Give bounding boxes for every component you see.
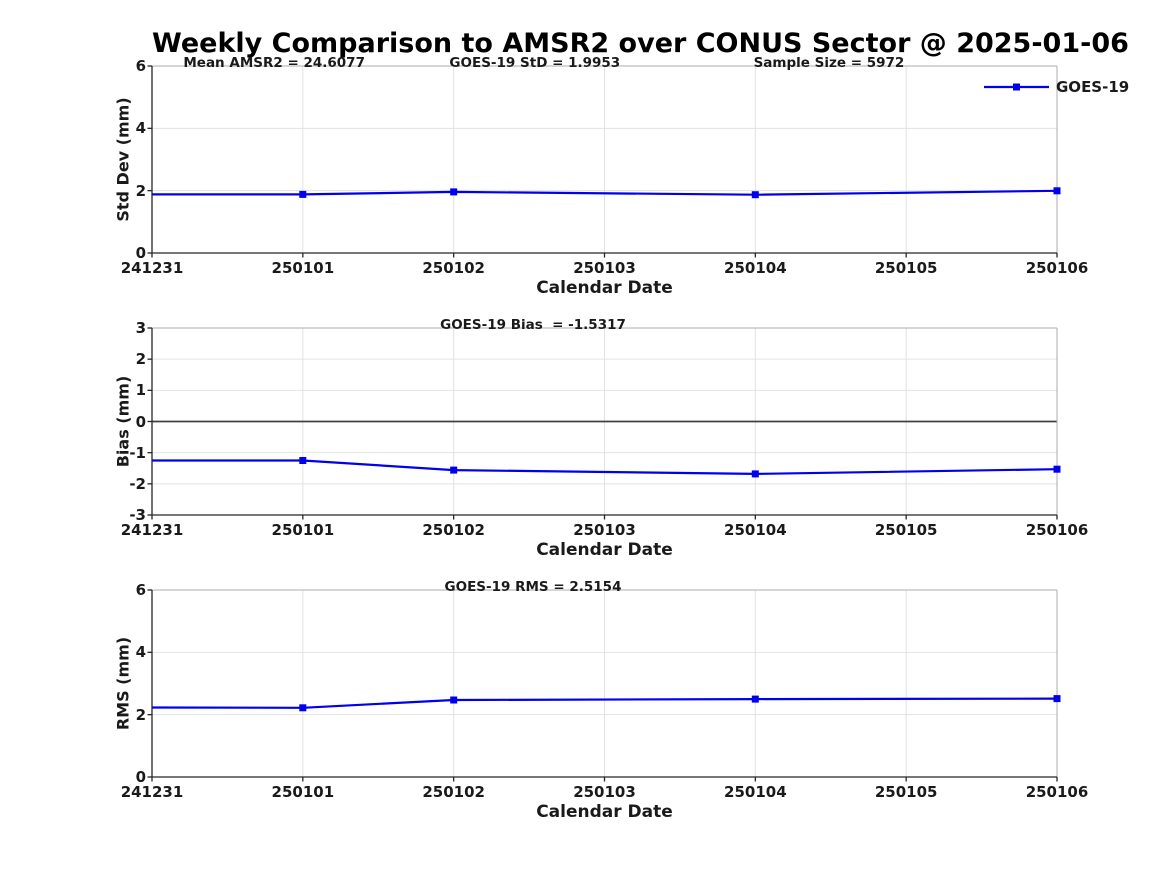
series-marker — [1053, 187, 1061, 195]
series-marker — [299, 704, 307, 712]
series-marker — [1053, 695, 1061, 703]
legend-marker — [1013, 83, 1020, 91]
rms-panel — [147, 589, 1061, 782]
series-marker — [450, 188, 458, 196]
series-marker — [751, 470, 759, 478]
bias-panel — [147, 327, 1061, 520]
series-marker — [450, 466, 458, 474]
series-marker — [299, 190, 307, 198]
std-dev-panel — [147, 65, 1061, 258]
series-marker — [299, 457, 307, 464]
series-marker — [751, 695, 759, 703]
legend-sample — [984, 83, 1049, 91]
series-marker — [450, 696, 458, 704]
series-marker — [751, 191, 759, 199]
series-marker — [1053, 465, 1061, 473]
